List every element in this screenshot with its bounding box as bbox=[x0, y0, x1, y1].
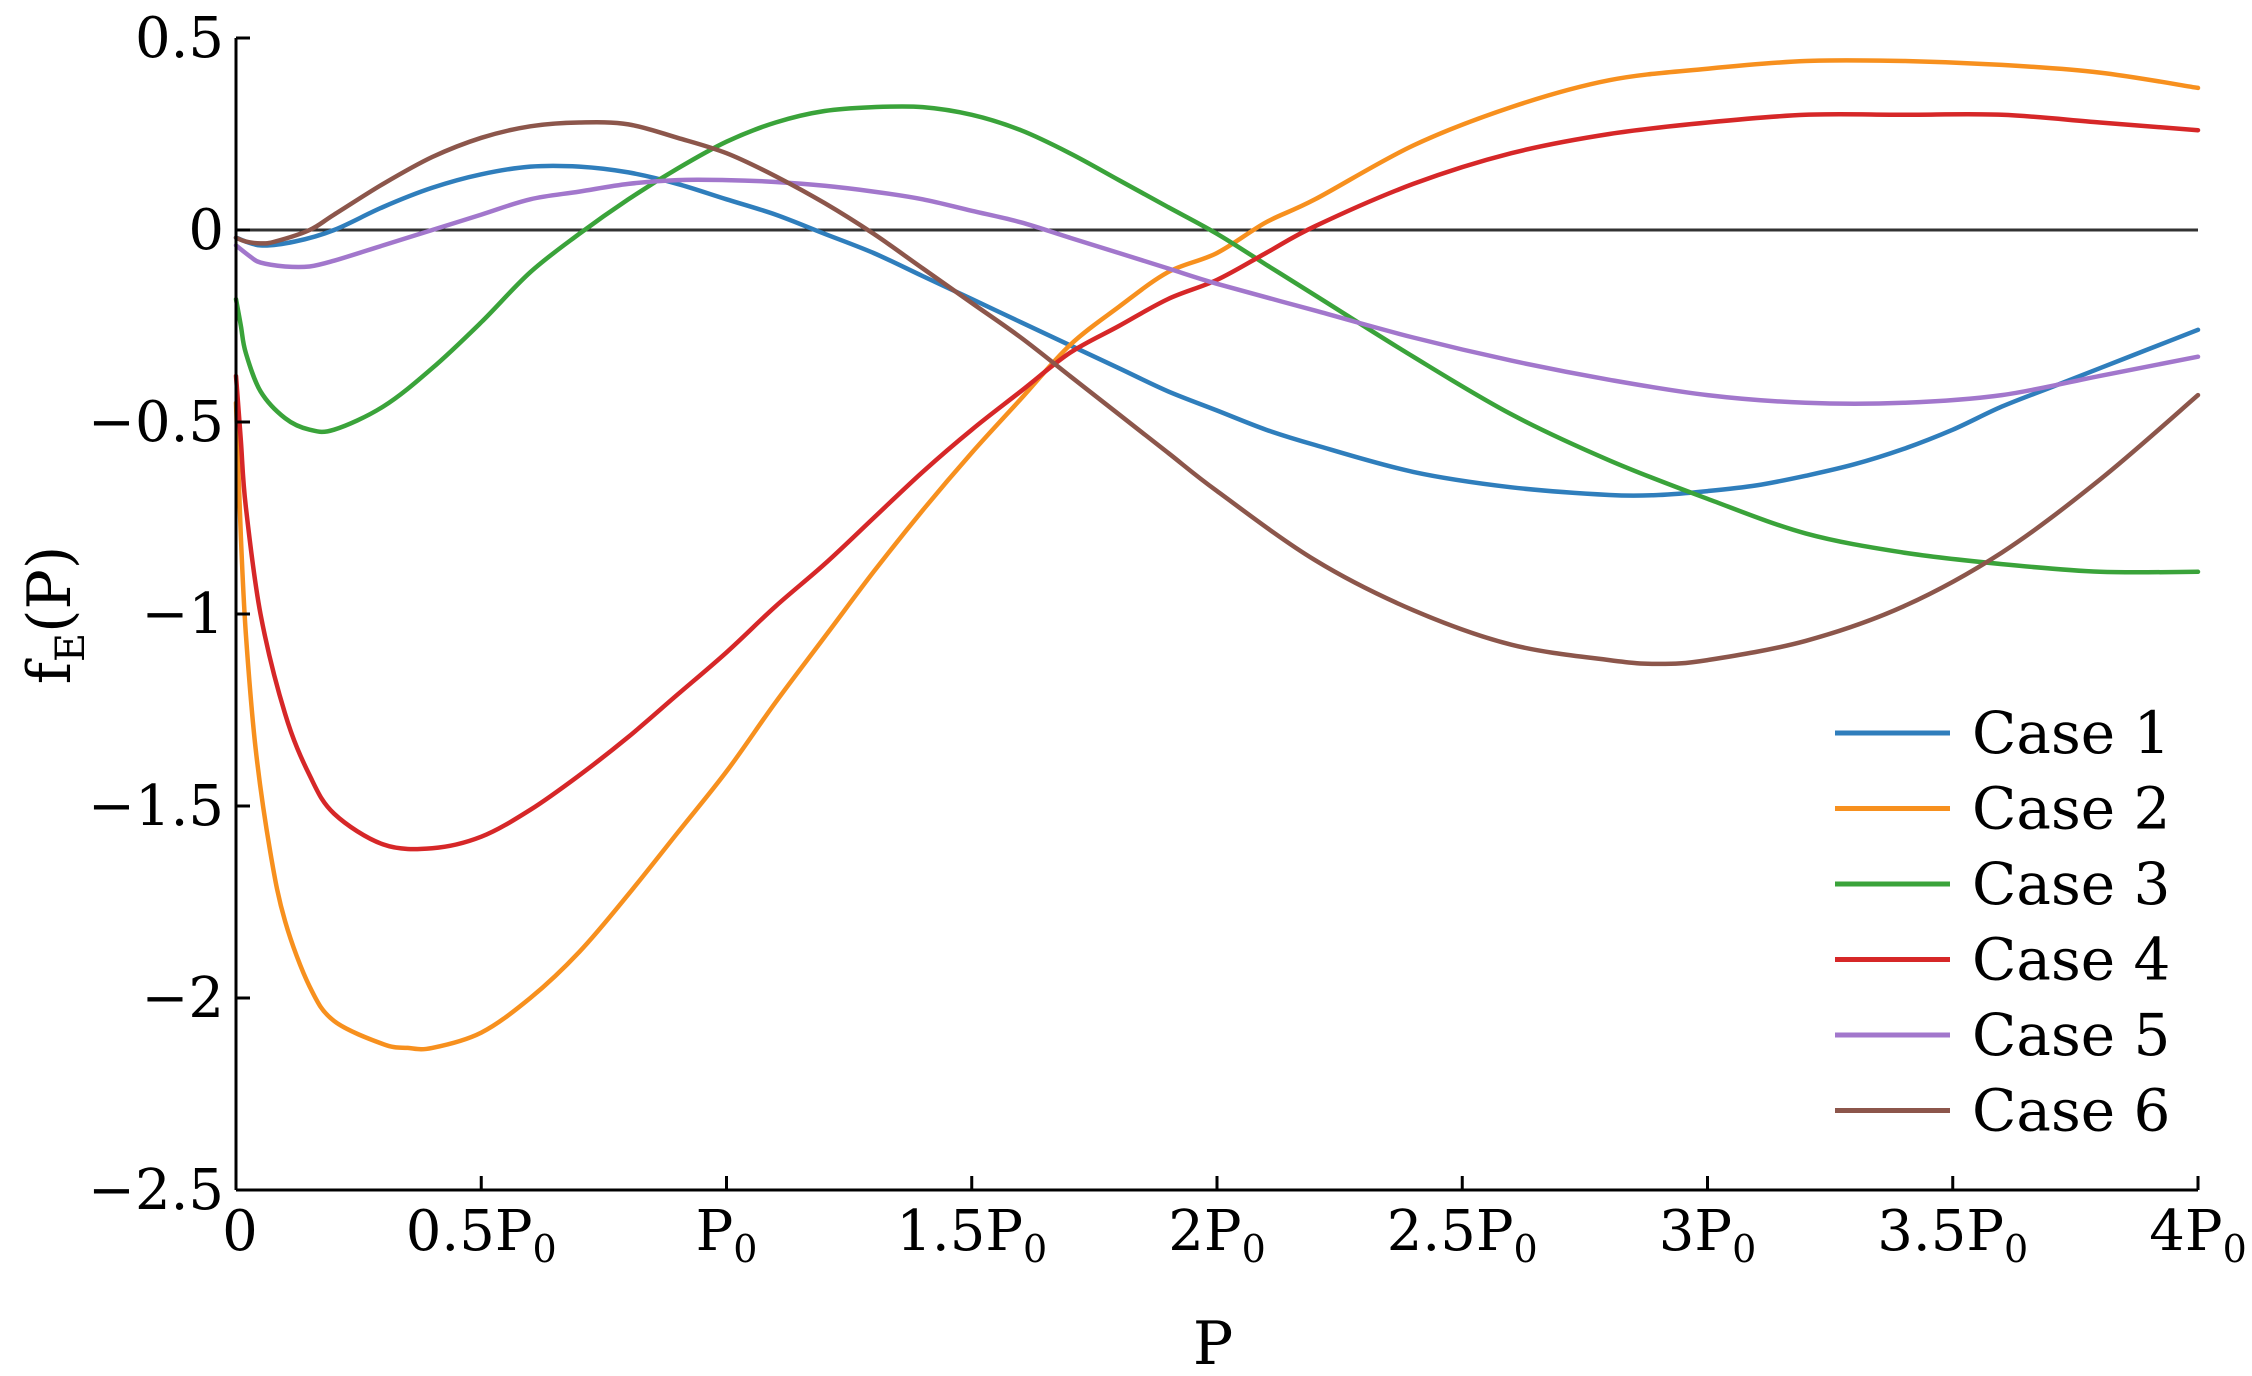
y-tick-label: −1 bbox=[141, 582, 224, 647]
x-tick-label: P0 bbox=[696, 1199, 758, 1271]
x-tick-label: 3.5P0 bbox=[1877, 1199, 2028, 1271]
legend: Case 1 Case 2 Case 3 Case 4 Case 5 Case 6 bbox=[1835, 699, 2170, 1145]
legend-label: Case 5 bbox=[1972, 1001, 2170, 1069]
legend-label: Case 2 bbox=[1972, 775, 2170, 843]
x-tick-label: 3P0 bbox=[1659, 1199, 1757, 1271]
axes-layer bbox=[234, 38, 2198, 1192]
series-line-case-2 bbox=[233, 58, 2201, 1052]
series-line-case-1 bbox=[233, 163, 2201, 498]
legend-label: Case 4 bbox=[1972, 926, 2170, 994]
series-layer bbox=[233, 58, 2201, 1052]
y-tick-label: −0.5 bbox=[88, 390, 224, 455]
x-tick-label: 2P0 bbox=[1168, 1199, 1266, 1271]
legend-label: Case 1 bbox=[1972, 699, 2170, 767]
legend-label: Case 6 bbox=[1972, 1077, 2170, 1145]
legend-label: Case 3 bbox=[1972, 850, 2170, 918]
series-line-case-3 bbox=[233, 104, 2201, 575]
series-line-case-6 bbox=[233, 120, 2201, 667]
y-tick-label: −2 bbox=[141, 966, 224, 1031]
x-tick-label: 1.5P0 bbox=[896, 1199, 1047, 1271]
x-tick-label: 0.5P0 bbox=[406, 1199, 557, 1271]
series-line-case-5 bbox=[233, 177, 2201, 407]
series-line-case-4 bbox=[233, 111, 2201, 852]
x-axis-label: P bbox=[1193, 1309, 1233, 1376]
y-tick-label: 0.5 bbox=[135, 6, 224, 71]
y-tick-label: 0 bbox=[188, 198, 224, 263]
x-tick-label: 4P0 bbox=[2149, 1199, 2247, 1271]
x-tick-label: 2.5P0 bbox=[1387, 1199, 1538, 1271]
y-tick-label: −2.5 bbox=[88, 1158, 224, 1223]
y-axis-label: fE(P) bbox=[15, 546, 94, 685]
y-tick-label: −1.5 bbox=[88, 774, 224, 839]
x-tick-label: 0 bbox=[222, 1199, 258, 1264]
